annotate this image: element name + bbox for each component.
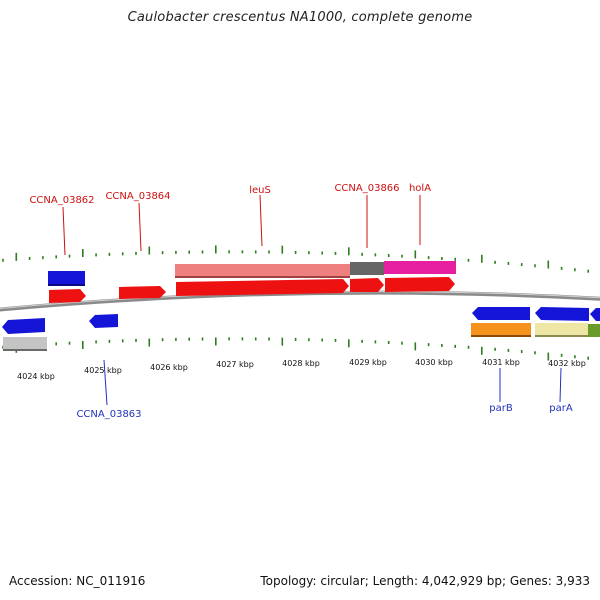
gene-feature <box>48 284 85 286</box>
parA-arrow[interactable] <box>535 307 589 321</box>
gene-label-ccna-03863[interactable]: CCNA_03863 <box>76 409 141 420</box>
gene-label-holA[interactable]: holA <box>409 183 431 194</box>
reverse-inner-track <box>2 307 600 334</box>
genome-summary-text: Topology: circular; Length: 4,042,929 bp… <box>260 574 590 588</box>
axis-label: 4028 kbp <box>282 359 320 368</box>
ccna-03866-outer-feature[interactable] <box>350 262 384 275</box>
accession-text: Accession: NC_011916 <box>9 574 146 588</box>
gene-feature[interactable] <box>3 337 47 350</box>
leuS-leader <box>259 194 263 247</box>
forward-inner-track <box>49 277 455 303</box>
parA-leader <box>559 367 562 403</box>
gene-feature <box>535 335 588 337</box>
axis-label: 4025 kbp <box>84 366 122 375</box>
bottom-tick-marks <box>2 337 590 361</box>
gene-label-parA[interactable]: parA <box>549 403 573 414</box>
axis-label: 4026 kbp <box>150 363 188 372</box>
axis-label: 4024 kbp <box>17 372 55 381</box>
gene-arrow[interactable] <box>590 308 600 321</box>
gene-feature <box>471 335 531 337</box>
axis-label: 4027 kbp <box>216 360 254 369</box>
parA-outer-feature[interactable] <box>535 323 588 336</box>
parB-arrow[interactable] <box>472 307 530 320</box>
axis-label: 4031 kbp <box>482 358 520 367</box>
genome-title: Caulobacter crescentus NA1000, complete … <box>127 10 473 25</box>
holA-outer-feature[interactable] <box>384 261 456 274</box>
reverse-outer-track <box>3 323 600 351</box>
ccna-03862-leader <box>62 206 66 256</box>
forward-outer-track <box>48 261 456 286</box>
holA-arrow[interactable] <box>385 277 455 292</box>
ccna-03862-arrow[interactable] <box>49 289 86 303</box>
ccna-03863-leader <box>103 359 108 406</box>
gene-label-ccna-03864[interactable]: CCNA_03864 <box>105 191 170 202</box>
gene-label-ccna-03862[interactable]: CCNA_03862 <box>29 195 94 206</box>
parB-outer-feature[interactable] <box>471 323 531 336</box>
ccna-03863-arrow[interactable] <box>89 314 118 328</box>
gene-label-ccna-03866[interactable]: CCNA_03866 <box>334 183 399 194</box>
gene-feature <box>175 276 350 278</box>
axis-label: 4032 kbp <box>548 359 586 368</box>
axis-label: 4029 kbp <box>349 358 387 367</box>
ccna-03864-arrow[interactable] <box>119 286 166 299</box>
ccna-03866-arrow[interactable] <box>350 278 384 292</box>
gene-arrow[interactable] <box>2 318 45 334</box>
top-tick-marks <box>2 245 590 273</box>
gene-feature[interactable] <box>588 324 600 337</box>
axis-label: 4030 kbp <box>415 358 453 367</box>
gene-label-leuS[interactable]: leuS <box>249 185 271 196</box>
gene-feature <box>3 349 47 351</box>
gene-feature[interactable] <box>48 271 85 286</box>
leuS-arrow[interactable] <box>176 279 349 296</box>
label-leaders <box>62 194 562 406</box>
gene-label-parB[interactable]: parB <box>489 403 513 414</box>
leuS-outer-feature[interactable] <box>175 264 350 278</box>
ccna-03864-leader <box>138 202 142 252</box>
